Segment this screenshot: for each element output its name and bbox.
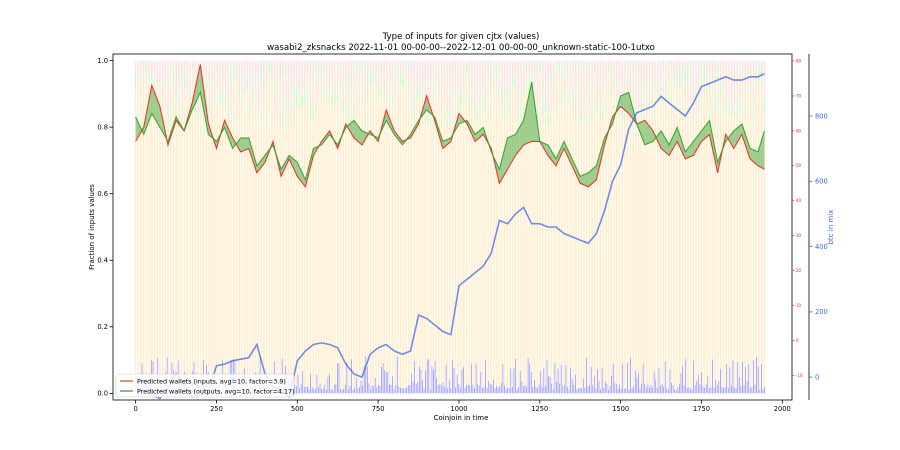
y-axis-label-right: btc in mix: [827, 210, 835, 245]
y-tick-label: 0.0: [97, 390, 108, 398]
plot-area-frame: [112, 53, 793, 401]
y-tick-label: 1.0: [97, 57, 108, 65]
y-right-red-tick-label: 60: [796, 128, 802, 133]
y-axis-right-blue: 0 200 400 600 800: [808, 54, 828, 400]
y-axis-right-red: -10 0 10 20 30 40 50 60 70 80: [792, 58, 803, 378]
chart-subtitle: wasabi2_zksnacks 2022-11-01 00-00-00--20…: [267, 43, 655, 53]
y-tick-label: 0.2: [97, 323, 108, 331]
series-line-inputs: [135, 64, 765, 189]
y-right-red-tick-label: 0: [796, 338, 799, 343]
x-tick-label: 1000: [450, 405, 467, 413]
y-right-red-tick-label: 20: [796, 268, 802, 273]
y-right-blue-tick-label: 400: [815, 243, 828, 251]
x-tick-label: 500: [291, 405, 304, 413]
y-right-blue-tick-label: 0: [815, 373, 819, 381]
legend: Predicted wallets (inputs, avg=10, facto…: [115, 373, 295, 398]
x-tick-label: 750: [372, 405, 385, 413]
series-line-outputs: [135, 81, 766, 182]
x-tick-label: 250: [210, 405, 223, 413]
y-right-blue-tick-label: 600: [815, 178, 828, 186]
y-axis-label: Fraction of inputs values: [88, 184, 96, 270]
x-tick-label: 1250: [531, 405, 548, 413]
series-fill-between: [135, 64, 765, 187]
y-right-blue-tick-label: 800: [815, 112, 828, 120]
x-tick-label: 0: [134, 405, 138, 413]
legend-label-outputs: Predicted wallets (outputs, avg=10, fact…: [137, 388, 295, 396]
y-right-red-tick-label: -10: [796, 373, 803, 378]
y-right-blue-tick-label: 200: [815, 308, 828, 316]
y-tick-label: 0.6: [97, 190, 108, 198]
x-axis: 0 250 500 750 1000 1250 1500 1750 2000: [134, 400, 791, 413]
y-tick-label: 0.4: [97, 257, 108, 265]
y-right-red-tick-label: 70: [796, 93, 802, 98]
x-tick-label: 1750: [693, 405, 710, 413]
y-right-red-tick-label: 80: [796, 58, 802, 63]
series-layer: [135, 64, 766, 400]
legend-label-inputs: Predicted wallets (inputs, avg=10, facto…: [137, 378, 286, 386]
background-bars-layer: [135, 60, 765, 394]
y-right-red-tick-label: 10: [796, 303, 802, 308]
x-tick-label: 2000: [774, 405, 791, 413]
legend-box: [115, 373, 295, 398]
x-axis-label: Coinjoin in time: [434, 414, 489, 422]
y-right-red-tick-label: 50: [796, 163, 802, 168]
x-tick-label: 1500: [612, 405, 629, 413]
y-axis-left: 0.0 0.2 0.4 0.6 0.8 1.0: [97, 57, 113, 398]
series-line-btc-in-mix: [135, 72, 765, 400]
y-right-red-tick-label: 40: [796, 198, 802, 203]
y-right-red-tick-label: 30: [796, 233, 802, 238]
chart-title: Type of inputs for given cjtx (values): [382, 32, 540, 42]
y-tick-label: 0.8: [97, 123, 108, 131]
